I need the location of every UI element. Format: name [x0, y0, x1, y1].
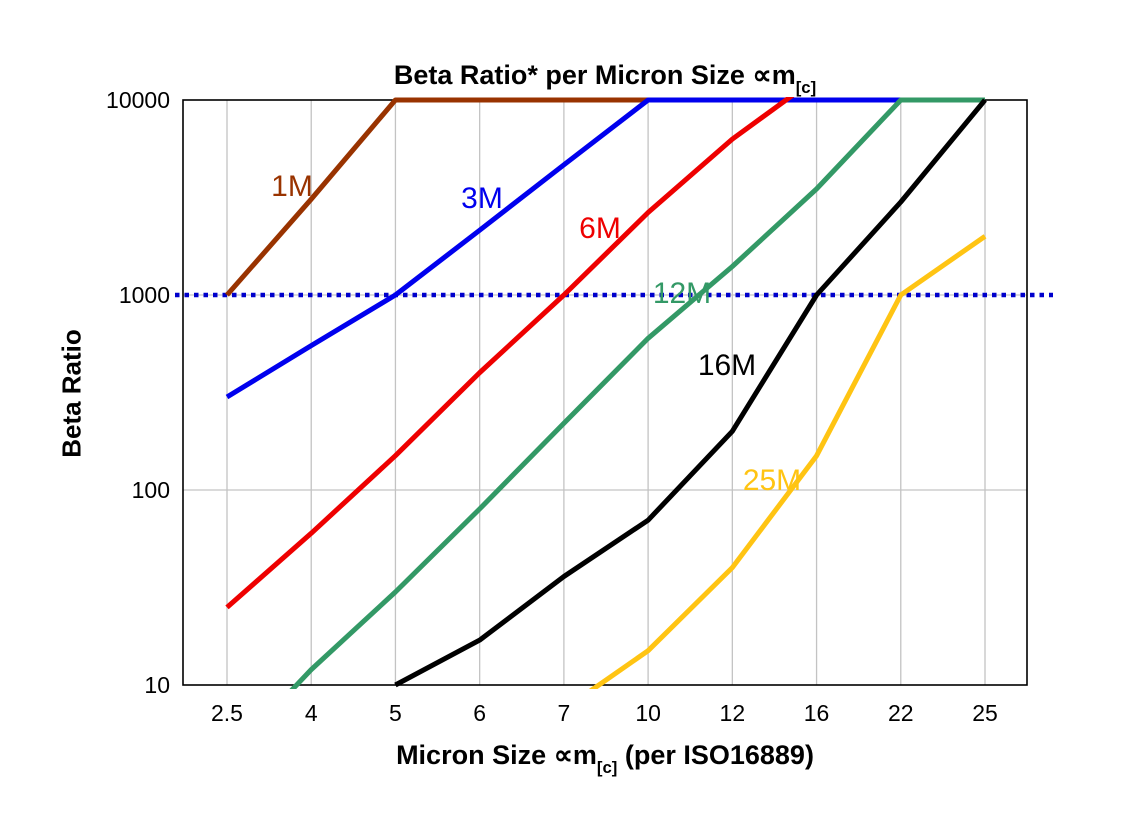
- x-axis-title: Micron Size ∝m[c] (per ISO16889): [183, 740, 1027, 777]
- series-label-25M: 25M: [743, 464, 801, 497]
- micron-symbol: ∝m: [752, 60, 796, 90]
- series-label-12M: 12M: [653, 277, 711, 310]
- x-tick-label: 16: [804, 700, 830, 726]
- x-tick-label: 10: [635, 700, 661, 726]
- series-line-12M: [289, 97, 985, 689]
- series-line-16M: [394, 98, 987, 688]
- x-axis-title-suffix: (per ISO16889): [617, 740, 814, 770]
- y-tick-label: 10: [144, 672, 170, 698]
- series-label-6M: 6M: [579, 212, 621, 245]
- y-tick-label: 100: [132, 477, 170, 503]
- chart-title-text: Beta Ratio* per Micron Size: [393, 60, 753, 90]
- series-line-25M: [588, 234, 987, 689]
- chart-title: Beta Ratio* per Micron Size ∝m[c]: [183, 60, 1027, 97]
- x-tick-label: 22: [888, 700, 914, 726]
- series-line-6M: [225, 97, 795, 610]
- series-label-16M: 16M: [698, 349, 756, 382]
- micron-subscript: [c]: [795, 77, 817, 97]
- x-tick-label: 2.5: [211, 700, 243, 726]
- series-label-1M: 1M: [271, 170, 313, 203]
- series-line-3M: [225, 97, 985, 400]
- x-tick-label: 7: [557, 700, 570, 726]
- micron-subscript: [c]: [596, 757, 618, 777]
- x-tick-label: 25: [972, 700, 998, 726]
- y-tick-label: 1000: [119, 282, 170, 308]
- series-label-3M: 3M: [461, 182, 503, 215]
- y-tick-label: 10000: [106, 87, 170, 113]
- x-tick-label: 5: [389, 700, 402, 726]
- x-axis-title-text: Micron Size: [396, 740, 554, 770]
- micron-symbol: ∝m: [553, 740, 597, 770]
- x-tick-label: 12: [720, 700, 746, 726]
- x-tick-label: 6: [473, 700, 486, 726]
- x-tick-label: 4: [305, 700, 318, 726]
